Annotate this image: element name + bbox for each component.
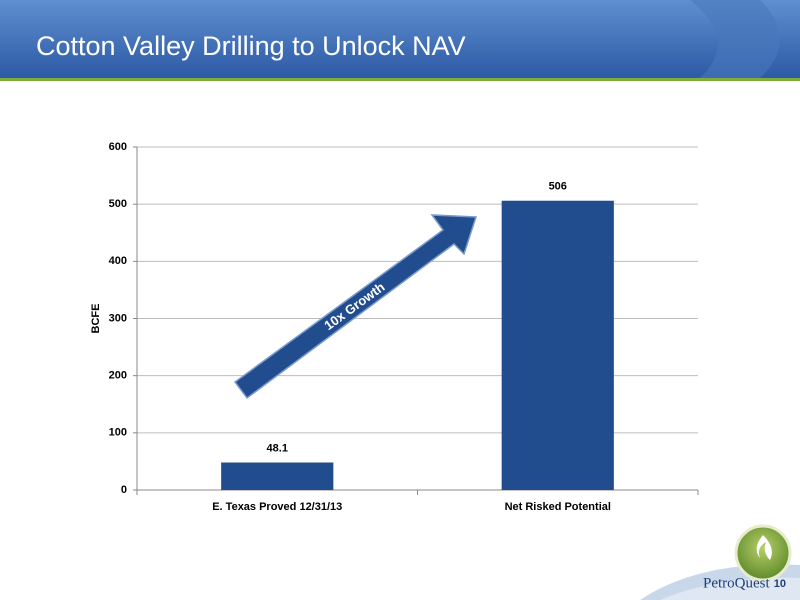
bar [221,462,334,490]
growth-arrow [233,214,478,400]
page-number: 10 [774,578,786,590]
y-tick-label: 500 [109,198,127,210]
y-tick-label: 400 [109,255,127,267]
header-band [0,0,800,78]
logo-text: PetroQuest [703,575,770,591]
y-tick-label: 200 [109,370,127,382]
y-tick-label: 100 [109,427,127,439]
y-tick-label: 300 [109,312,127,324]
x-tick-label: E. Texas Proved 12/31/13 [212,501,342,513]
value-label: 48.1 [267,442,288,454]
x-tick-label: Net Risked Potential [505,501,611,513]
y-axis-label: BCFE [90,304,102,334]
header-swoosh [690,0,780,78]
header-rule [0,78,800,81]
value-label: 506 [549,181,567,193]
chart: 0 100 200 300 400 500 600 BCFE E. Texas Proved 1… [90,141,699,513]
logo-flame [756,535,772,560]
bar [501,200,614,490]
slide-title: Cotton Valley Drilling to Unlock NAV [36,31,466,61]
y-tick-label: 0 [121,484,127,496]
logo-circle [734,524,792,582]
footer-swoosh-light [660,577,800,600]
y-tick-label: 600 [109,141,127,153]
